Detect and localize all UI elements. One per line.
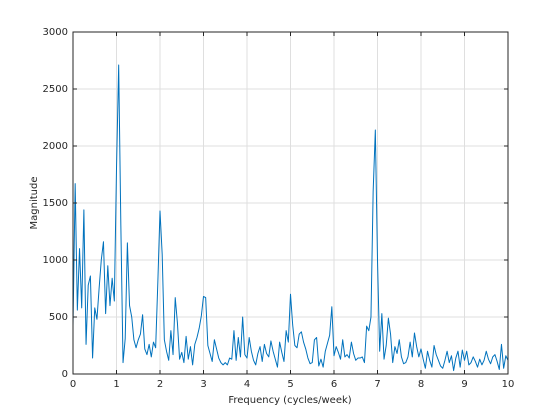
y-tick-label: 2000 [43,141,68,152]
x-tick-label: 5 [287,379,293,390]
y-tick-label: 1000 [43,255,68,266]
data-line [72,64,509,372]
y-tick-label: 1500 [43,198,68,209]
plot-area [72,64,509,372]
x-tick-label: 1 [113,379,119,390]
x-tick-label: 2 [157,379,163,390]
x-tick-label: 8 [418,379,424,390]
x-tick-label: 3 [200,379,206,390]
y-tick-label: 500 [49,312,68,323]
y-tick-label: 0 [62,369,68,380]
x-tick-label: 7 [374,379,380,390]
x-tick-label: 6 [331,379,337,390]
y-tick-label: 2500 [43,84,68,95]
x-axis-label: Frequency (cycles/week) [228,395,351,406]
x-tick-label: 4 [244,379,250,390]
x-tick-label: 9 [461,379,467,390]
x-tick-label: 10 [502,379,515,390]
x-tick-label: 0 [70,379,76,390]
y-axis-label: Magnitude [29,177,40,230]
y-tick-label: 3000 [43,27,68,38]
